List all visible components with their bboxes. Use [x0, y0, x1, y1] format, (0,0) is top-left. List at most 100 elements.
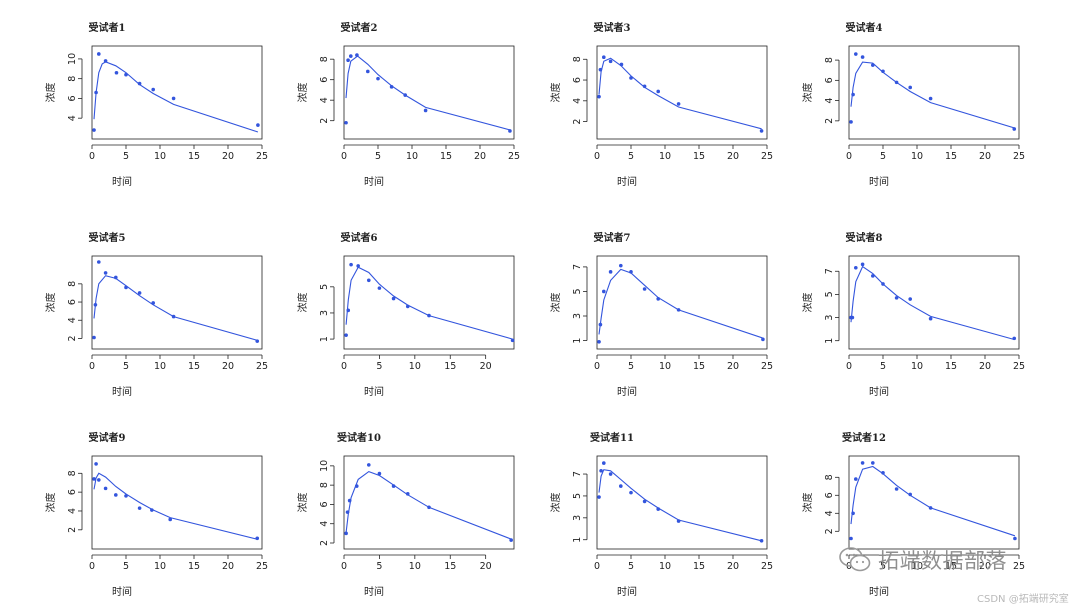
- plot-frame: [848, 255, 1020, 350]
- x-tick-label: 10: [911, 151, 923, 162]
- watermark: 拓端数据部落: [838, 545, 1007, 575]
- data-point: [597, 495, 601, 499]
- x-tick-label: 10: [659, 151, 671, 162]
- data-point: [629, 270, 633, 274]
- data-point: [509, 538, 513, 542]
- data-point: [851, 92, 855, 97]
- data-point: [137, 506, 142, 510]
- chart-title: 受试者12: [842, 431, 886, 444]
- chart-panel-11: 受试者11 0 5 10 15 20 25 1 3 5 7 时间 浓度: [505, 410, 775, 613]
- x-tick-label: 15: [693, 151, 705, 162]
- data-point: [256, 123, 260, 127]
- x-tick-label: 10: [659, 361, 671, 372]
- x-tick-label: 15: [693, 361, 705, 372]
- x-tick-label: 20: [727, 361, 739, 372]
- chart-panel-8: 受试者8 0 5 10 15 20 25 1 3 5 7 时间 浓度: [757, 210, 1027, 413]
- data-point: [151, 87, 155, 92]
- x-tick-label: 5: [880, 361, 886, 372]
- data-point: [344, 531, 348, 536]
- data-point: [168, 517, 172, 522]
- chart-panel-10: 受试者10 0 5 10 15 20 2 4 6 8 10 时间 浓度: [252, 410, 522, 613]
- x-tick-label: 25: [256, 361, 268, 372]
- data-point: [598, 322, 603, 327]
- chart-panel-9: 受试者9 0 5 10 15 20 25 2 4 6 8 时间 浓度: [0, 410, 270, 613]
- x-axis-label: 时间: [869, 175, 889, 188]
- fit-line: [345, 470, 512, 540]
- data-point: [508, 129, 512, 133]
- chart-panel-4: 受试者4 0 5 10 15 20 25 2 4 6 8 时间 浓度: [757, 0, 1027, 203]
- x-tick-label: 10: [911, 561, 923, 572]
- fit-line: [93, 275, 258, 341]
- data-point: [928, 96, 933, 101]
- data-point: [894, 80, 899, 85]
- data-point: [405, 304, 410, 309]
- data-point: [377, 471, 382, 476]
- data-point: [366, 278, 371, 283]
- fit-line: [598, 57, 762, 130]
- data-point: [598, 67, 603, 72]
- x-tick-label: 25: [761, 151, 773, 162]
- x-tick-label: 0: [846, 361, 852, 372]
- x-tick-label: 5: [880, 151, 886, 162]
- data-point: [377, 286, 382, 290]
- data-point: [676, 308, 681, 312]
- plot-frame: [343, 255, 515, 350]
- data-point: [92, 128, 96, 132]
- data-point: [849, 120, 853, 124]
- data-point: [860, 461, 865, 465]
- x-axis-label: 时间: [869, 385, 889, 398]
- data-point: [761, 337, 765, 342]
- data-point: [391, 296, 396, 301]
- x-tick-label: 10: [154, 361, 166, 372]
- data-point: [389, 85, 394, 89]
- data-point: [851, 511, 855, 516]
- data-point: [345, 510, 350, 514]
- chart-svg-2: 受试者2 0 5 10 15 20 25 2 4 6 8 时间 浓度: [296, 21, 520, 188]
- x-tick-label: 5: [376, 561, 382, 572]
- y-axis-label: 浓度: [296, 493, 309, 513]
- y-tick-label: 8: [572, 56, 583, 62]
- data-point: [642, 499, 647, 504]
- chart-svg-5: 受试者5 0 5 10 15 20 25 2 4 6 8 时间 浓度: [44, 231, 268, 398]
- y-tick-label: 5: [824, 291, 835, 297]
- x-tick-label: 0: [341, 561, 347, 572]
- y-tick-label: 2: [572, 119, 583, 125]
- chart-title: 受试者2: [341, 21, 378, 34]
- x-tick-label: 20: [727, 561, 739, 572]
- x-tick-label: 10: [154, 151, 166, 162]
- y-tick-label: 1: [572, 338, 583, 344]
- y-tick-label: 4: [319, 97, 330, 103]
- x-tick-label: 5: [376, 361, 382, 372]
- plot-frame: [596, 255, 768, 350]
- y-tick-label: 5: [319, 284, 330, 290]
- x-tick-label: 5: [123, 151, 129, 162]
- x-tick-label: 0: [341, 151, 347, 162]
- y-tick-label: 4: [572, 98, 583, 104]
- y-tick-label: 7: [572, 471, 583, 477]
- x-tick-label: 10: [406, 151, 418, 162]
- data-point: [642, 84, 647, 89]
- data-point: [881, 471, 885, 475]
- y-tick-label: 2: [67, 527, 78, 533]
- y-tick-label: 8: [824, 57, 835, 63]
- x-axis-label: 时间: [364, 385, 384, 398]
- x-tick-label: 20: [480, 361, 492, 372]
- data-point: [881, 282, 885, 286]
- y-tick-label: 6: [67, 299, 78, 305]
- data-point: [376, 76, 380, 81]
- y-tick-label: 4: [67, 317, 78, 323]
- data-point: [150, 508, 154, 512]
- fit-line: [345, 55, 511, 131]
- chart-panel-12: 受试者12 0 5 10 15 20 25 2 4 6 8 时间 浓度: [757, 410, 1027, 613]
- x-tick-label: 20: [979, 151, 991, 162]
- y-axis-label: 浓度: [549, 493, 562, 513]
- x-tick-label: 5: [375, 151, 381, 162]
- x-tick-label: 15: [945, 561, 957, 572]
- x-tick-label: 5: [628, 361, 634, 372]
- watermark-text: 拓端数据部落: [878, 549, 1007, 573]
- x-tick-label: 25: [1013, 361, 1025, 372]
- chart-svg-1: 受试者1 0 5 10 15 20 25 4 6 8 10 时间 浓度: [44, 21, 268, 188]
- x-tick-label: 15: [188, 561, 200, 572]
- y-tick-label: 6: [572, 77, 583, 83]
- plot-frame: [91, 255, 263, 350]
